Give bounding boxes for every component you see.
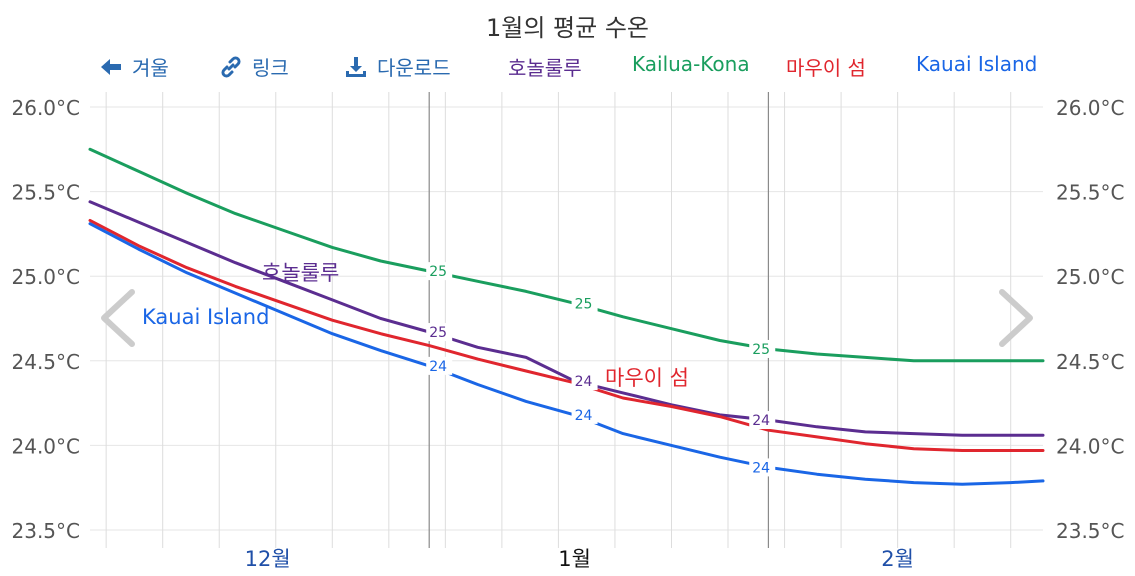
toolbar: 겨울 링크 다운로드 호놀룰루 Kailua-Kona 마우이 섬 Kauai … [0, 52, 1135, 82]
y-tick-label-right: 26.0°C [1056, 96, 1125, 120]
next-arrow-button[interactable] [994, 282, 1038, 354]
data-label-bg [571, 372, 598, 391]
x-tick-label: 2월 [881, 547, 914, 571]
x-tick-label: 1월 [558, 547, 591, 571]
legend-item-maui[interactable]: 마우이 섬 [786, 52, 866, 81]
back-button[interactable]: 겨울 [98, 52, 169, 81]
chevron-right-icon [999, 289, 1033, 347]
legend-label-maui: 마우이 섬 [786, 56, 866, 80]
y-tick-label-left: 24.0°C [12, 434, 81, 458]
data-label-kona: 25 [575, 296, 593, 312]
data-label-bg [749, 458, 776, 477]
y-tick-label-left: 23.5°C [12, 519, 81, 543]
y-tick-label-right: 24.5°C [1056, 350, 1125, 374]
y-tick-label-right: 25.5°C [1056, 181, 1125, 205]
data-label-bg [749, 339, 776, 358]
y-tick-label-right: 24.0°C [1056, 434, 1125, 458]
previous-arrow-button[interactable] [96, 282, 140, 354]
data-label-bg [426, 356, 453, 375]
back-button-label: 겨울 [132, 56, 169, 80]
data-label-kauai: 24 [429, 359, 447, 375]
link-button[interactable]: 링크 [218, 52, 289, 81]
download-button-label: 다운로드 [377, 56, 451, 80]
series-line-kona [88, 147, 1045, 363]
axis-layer: 26.0°C 26.0°C 25.5°C 25.5°C 25.0°C 25.0°C 24.5… [12, 96, 1125, 571]
inline-label-honolulu: 호놀룰루 [262, 261, 339, 285]
y-tick-label-right: 23.5°C [1056, 519, 1125, 543]
x-tick-label: 12월 [245, 547, 291, 571]
legend-label-kona: Kailua-Kona [632, 52, 750, 76]
chart-title: 1월의 평균 수온 [485, 14, 649, 42]
data-label-honolulu: 24 [575, 374, 593, 390]
data-label-honolulu: 24 [752, 413, 770, 429]
data-label-bg [426, 323, 453, 342]
chevron-left-icon [101, 289, 135, 347]
grid-layer [90, 92, 1043, 548]
data-label-bg [571, 294, 598, 313]
data-label-honolulu: 25 [429, 325, 447, 341]
inline-label-kauai: Kauai Island [142, 305, 269, 329]
data-label-bg [749, 411, 776, 430]
download-icon [346, 56, 366, 77]
y-tick-label-left: 25.0°C [12, 265, 81, 289]
data-label-bg [426, 262, 453, 281]
legend-item-kona[interactable]: Kailua-Kona [632, 52, 750, 76]
y-tick-label-right: 25.0°C [1056, 265, 1125, 289]
y-tick-label-left: 24.5°C [12, 350, 81, 374]
y-tick-label-left: 26.0°C [12, 96, 81, 120]
data-label-kauai: 24 [575, 408, 593, 424]
link-button-label: 링크 [252, 56, 289, 80]
download-button[interactable]: 다운로드 [343, 52, 451, 81]
data-label-bg [571, 405, 598, 424]
legend-label-kauai: Kauai Island [916, 52, 1038, 76]
legend-item-kauai[interactable]: Kauai Island [916, 52, 1037, 76]
y-tick-label-left: 25.5°C [12, 181, 81, 205]
data-label-kona: 25 [429, 264, 447, 280]
inline-label-maui: 마우이 섬 [605, 366, 689, 390]
series-line-maui [88, 218, 1045, 452]
legend-label-honolulu: 호놀룰루 [508, 56, 582, 80]
arrow-left-icon [101, 58, 121, 75]
legend-item-honolulu[interactable]: 호놀룰루 [508, 52, 582, 81]
data-label-kauai: 24 [752, 460, 770, 476]
data-label-kona: 25 [752, 342, 770, 358]
link-icon [221, 55, 241, 78]
